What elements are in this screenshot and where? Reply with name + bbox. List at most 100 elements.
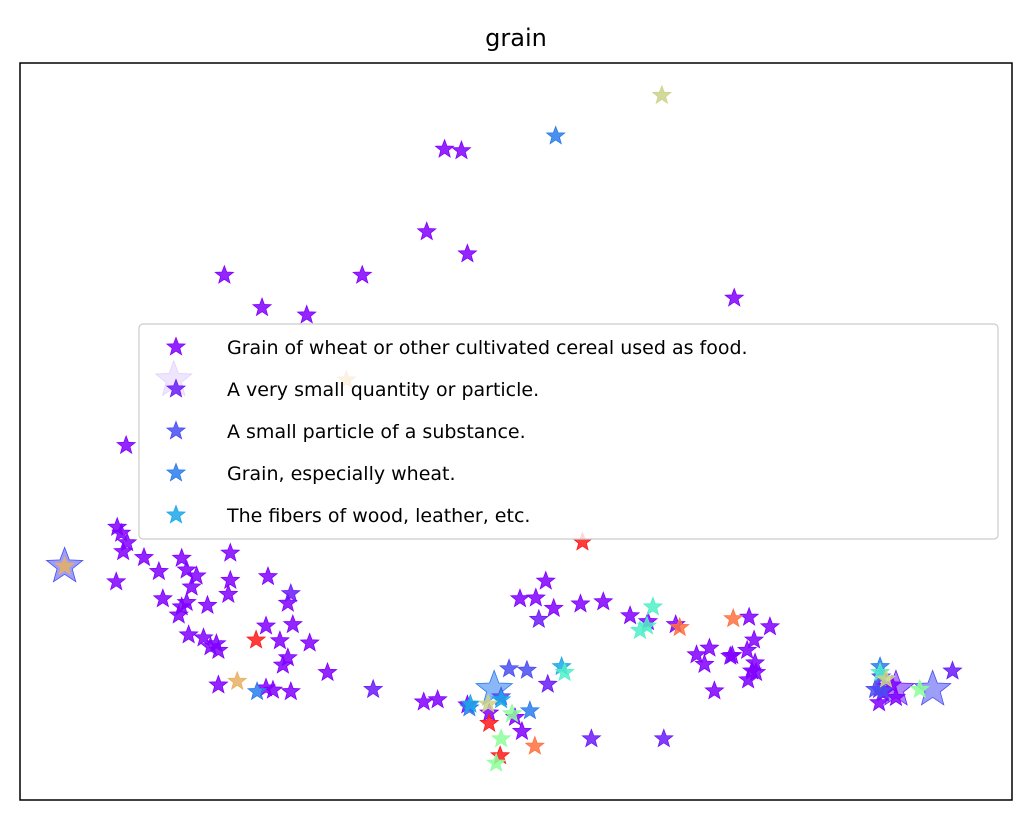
data-point [490, 689, 512, 709]
legend-marker [165, 336, 187, 356]
legend-marker [165, 462, 187, 482]
data-point [872, 680, 894, 700]
data-point [257, 566, 279, 586]
data-point [352, 264, 373, 284]
data-point [868, 692, 890, 712]
data-point [178, 624, 199, 644]
data-point [669, 616, 690, 637]
data-point [181, 576, 202, 596]
data-point [490, 728, 512, 748]
data-point [186, 565, 207, 585]
data-point [545, 125, 566, 145]
legend-box [138, 323, 999, 540]
legend-label: A very small quantity or particle. [227, 379, 539, 401]
data-point [218, 583, 239, 603]
data-point [317, 661, 338, 682]
data-point [460, 693, 481, 713]
data-point [193, 627, 214, 647]
data-point [451, 140, 472, 160]
chart-title: grain [485, 24, 547, 52]
data-point [457, 243, 478, 263]
data-point [478, 693, 499, 713]
data-point [296, 304, 317, 324]
legend-label: A small particle of a substance. [227, 421, 526, 443]
data-point [280, 582, 301, 603]
data-point [525, 587, 546, 607]
data-point [593, 591, 614, 611]
data-point [537, 673, 558, 693]
data-point [106, 571, 127, 591]
data-point [501, 703, 523, 723]
data-point [743, 629, 765, 649]
data-point [111, 522, 132, 542]
data-point [171, 596, 192, 616]
data-point [875, 668, 897, 688]
data-point [699, 637, 720, 657]
data-point [737, 639, 758, 659]
data-point [479, 712, 500, 732]
data-point [262, 679, 284, 699]
data-point [214, 264, 235, 284]
data-points [45, 84, 963, 772]
data-point [363, 678, 384, 699]
data-point [171, 547, 192, 567]
data-point [168, 604, 189, 624]
data-point [686, 644, 707, 664]
data-point [269, 630, 291, 650]
data-point [251, 297, 273, 317]
data-point [133, 546, 155, 567]
data-point [636, 615, 658, 635]
data-point [535, 570, 556, 590]
data-point [427, 689, 448, 709]
data-point [282, 613, 303, 634]
data-point [642, 596, 664, 616]
data-point [694, 653, 715, 674]
data-point [704, 680, 725, 700]
legend-marker [165, 378, 187, 398]
data-point [413, 691, 434, 711]
legend-marker [165, 504, 187, 524]
data-point [759, 616, 781, 636]
data-point [208, 639, 229, 659]
data-point [524, 735, 545, 755]
data-point [208, 674, 229, 694]
data-point [54, 555, 75, 575]
data-point [197, 594, 218, 615]
data-point [299, 632, 320, 652]
data-point [543, 597, 564, 617]
data-point [152, 588, 173, 608]
data-point [723, 608, 744, 628]
data-point [509, 588, 531, 608]
data-point [245, 629, 267, 649]
data-point [516, 659, 538, 679]
data-point [246, 681, 268, 701]
data-point [528, 608, 549, 629]
data-point [738, 606, 760, 626]
legend: Grain of wheat or other cultivated cerea… [138, 323, 999, 540]
data-point [277, 647, 298, 667]
data-point [280, 681, 301, 701]
data-point [722, 644, 743, 665]
data-point [220, 542, 241, 562]
data-point [554, 661, 575, 682]
data-point [745, 661, 767, 682]
legend-marker [165, 420, 187, 440]
data-point [581, 728, 602, 748]
data-point [498, 658, 520, 678]
data-point [486, 752, 507, 772]
data-point [619, 605, 641, 625]
data-point [651, 84, 672, 105]
data-point [909, 678, 930, 699]
data-point [885, 686, 907, 707]
data-point [724, 287, 745, 307]
data-point [416, 221, 437, 241]
data-point [116, 434, 137, 455]
data-point [227, 670, 248, 690]
data-point [434, 138, 455, 158]
legend-label: The fibers of wood, leather, etc. [226, 505, 530, 527]
data-point [570, 593, 591, 613]
data-point [255, 615, 277, 635]
data-point [220, 569, 241, 589]
legend-label: Grain, especially wheat. [227, 463, 456, 485]
